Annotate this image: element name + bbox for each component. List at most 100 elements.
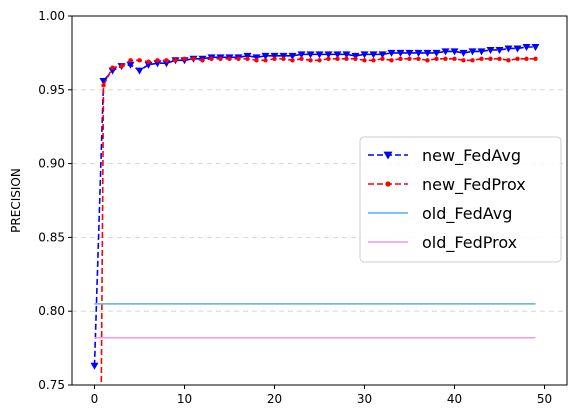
y-tick-label: 0.75 xyxy=(38,378,65,392)
point-new-fedavg xyxy=(333,51,342,59)
point-new-fedprox xyxy=(101,83,106,88)
point-new-fedavg xyxy=(144,61,153,69)
point-new-fedavg xyxy=(396,49,405,57)
point-new-fedprox xyxy=(137,58,142,63)
x-axis: 0 10 20 30 40 50 xyxy=(91,385,552,406)
point-new-fedprox xyxy=(299,56,304,62)
x-tick-label: 40 xyxy=(447,392,462,406)
point-new-fedprox xyxy=(353,56,358,62)
series-layer xyxy=(90,43,540,385)
point-new-fedprox xyxy=(155,58,160,63)
point-new-fedprox xyxy=(173,58,178,63)
y-tick-label: 1.00 xyxy=(38,9,65,23)
point-new-fedprox xyxy=(317,58,322,63)
point-new-fedavg xyxy=(522,43,531,51)
point-new-fedprox xyxy=(290,58,295,63)
point-new-fedavg xyxy=(153,60,162,68)
point-new-fedprox xyxy=(515,56,520,62)
point-new-fedavg xyxy=(270,52,279,60)
point-new-fedprox xyxy=(218,56,223,62)
legend-marker-new-fedprox xyxy=(385,181,391,187)
point-new-fedprox xyxy=(272,56,277,62)
point-new-fedprox xyxy=(470,58,475,63)
point-new-fedprox xyxy=(362,58,367,63)
x-tick-label: 10 xyxy=(177,392,192,406)
legend-label-new-fedavg: new_FedAvg xyxy=(422,146,521,166)
point-new-fedavg xyxy=(405,49,414,57)
point-new-fedavg xyxy=(414,49,423,57)
legend-label-new-fedprox: new_FedProx xyxy=(422,175,526,195)
point-new-fedprox xyxy=(236,56,241,62)
point-new-fedavg xyxy=(486,46,495,54)
point-new-fedprox xyxy=(308,58,313,63)
point-new-fedprox xyxy=(245,56,250,62)
point-new-fedprox xyxy=(443,56,448,62)
legend-label-old-fedprox: old_FedProx xyxy=(422,233,517,253)
point-new-fedprox xyxy=(344,56,349,62)
point-new-fedprox xyxy=(524,56,529,62)
legend-box xyxy=(359,136,562,263)
point-new-fedavg xyxy=(387,49,396,57)
point-new-fedavg xyxy=(495,46,504,54)
point-new-fedprox xyxy=(380,56,385,62)
point-new-fedprox xyxy=(425,58,430,63)
y-tick-label: 0.95 xyxy=(38,83,65,97)
point-new-fedprox xyxy=(110,65,115,70)
point-new-fedavg xyxy=(315,51,324,59)
x-tick-label: 30 xyxy=(357,392,372,406)
x-tick-label: 20 xyxy=(267,392,282,406)
point-new-fedavg xyxy=(90,362,99,370)
point-new-fedprox xyxy=(281,56,286,62)
point-new-fedprox xyxy=(146,59,151,64)
point-new-fedprox xyxy=(326,56,331,62)
point-new-fedprox xyxy=(497,56,502,62)
point-new-fedprox xyxy=(407,56,412,62)
point-new-fedavg xyxy=(531,43,540,51)
point-new-fedprox xyxy=(182,56,187,62)
point-new-fedprox xyxy=(200,58,205,63)
legend: new_FedAvg new_FedProx old_FedAvg old_FedPr… xyxy=(359,136,562,263)
point-new-fedavg xyxy=(351,52,360,60)
point-new-fedavg xyxy=(261,52,270,60)
point-new-fedprox xyxy=(254,58,259,63)
point-new-fedavg xyxy=(360,51,369,59)
y-tick-label: 0.80 xyxy=(38,304,65,318)
x-tick-label: 50 xyxy=(537,392,552,406)
point-new-fedprox xyxy=(164,58,169,63)
point-new-fedprox xyxy=(263,58,268,63)
point-new-fedavg xyxy=(369,51,378,59)
point-new-fedavg xyxy=(297,51,306,59)
point-new-fedavg xyxy=(252,54,261,62)
point-new-fedavg xyxy=(342,51,351,59)
point-new-fedprox xyxy=(119,63,124,69)
point-new-fedprox xyxy=(434,56,439,62)
point-new-fedavg xyxy=(126,61,135,69)
point-new-fedavg xyxy=(108,67,117,75)
point-new-fedavg xyxy=(306,51,315,59)
point-new-fedavg xyxy=(459,49,468,57)
point-new-fedavg xyxy=(135,67,144,75)
point-new-fedavg xyxy=(288,52,297,60)
point-new-fedprox xyxy=(335,56,340,62)
point-new-fedavg xyxy=(468,48,477,56)
point-new-fedprox xyxy=(461,58,466,63)
point-new-fedavg xyxy=(477,48,486,56)
y-axis-label: PRECISION xyxy=(9,168,23,233)
point-new-fedprox xyxy=(479,56,484,62)
point-new-fedavg xyxy=(450,48,459,56)
point-new-fedprox xyxy=(191,56,196,62)
point-new-fedavg xyxy=(513,45,522,53)
legend-marker-new-fedavg xyxy=(383,151,393,160)
point-new-fedavg xyxy=(432,49,441,57)
point-new-fedprox xyxy=(452,56,457,62)
point-new-fedavg xyxy=(378,51,387,59)
point-new-fedprox xyxy=(128,58,133,63)
y-tick-label: 0.90 xyxy=(38,157,65,171)
point-new-fedprox xyxy=(488,56,493,62)
point-new-fedprox xyxy=(371,58,376,63)
point-new-fedavg xyxy=(279,52,288,60)
point-new-fedprox xyxy=(398,56,403,62)
point-new-fedprox xyxy=(227,56,232,62)
legend-label-old-fedavg: old_FedAvg xyxy=(422,204,512,224)
